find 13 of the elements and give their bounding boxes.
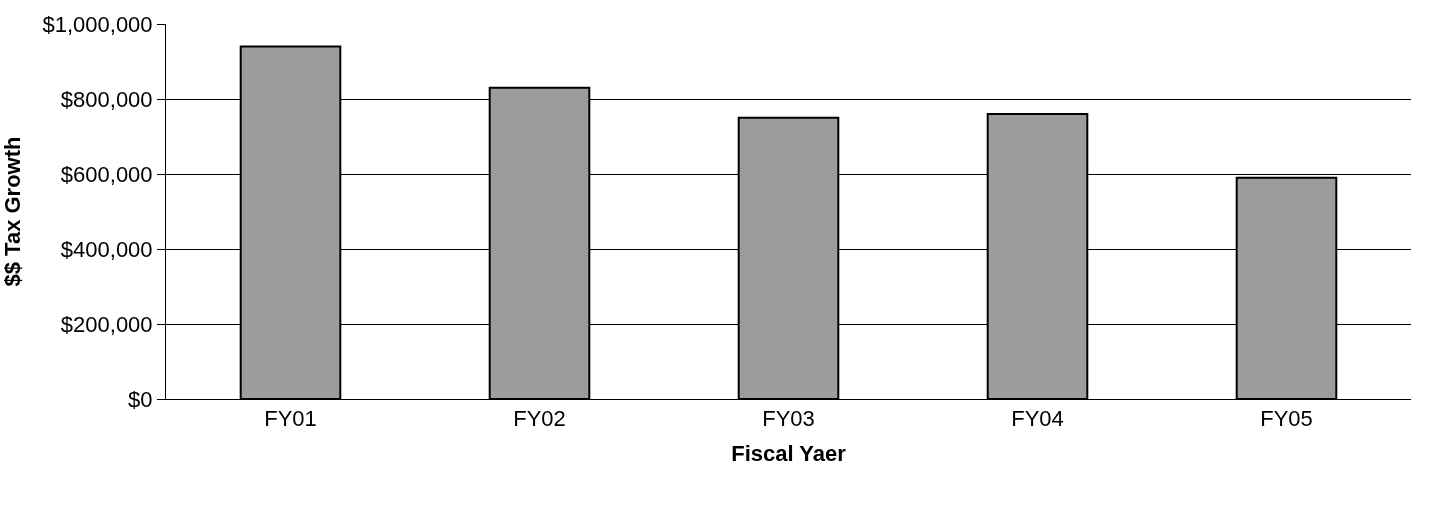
x-axis-title: Fiscal Yaer	[731, 441, 847, 467]
x-tick-label: FY02	[513, 406, 566, 432]
y-tick-label: $0	[128, 386, 153, 412]
y-tick-label: $400,000	[60, 236, 153, 262]
x-tick-label: FY05	[1260, 406, 1313, 432]
y-tick-label: $1,000,000	[42, 11, 153, 37]
y-axis-title: $$ Tax Growth	[0, 136, 26, 287]
x-tick-label: FY03	[762, 406, 815, 432]
y-tick-label: $600,000	[60, 161, 153, 187]
y-tick-label: $800,000	[60, 86, 153, 112]
x-tick-label: FY04	[1011, 406, 1064, 432]
y-tick-label: $200,000	[60, 311, 153, 337]
x-tick-label: FY01	[264, 406, 317, 432]
